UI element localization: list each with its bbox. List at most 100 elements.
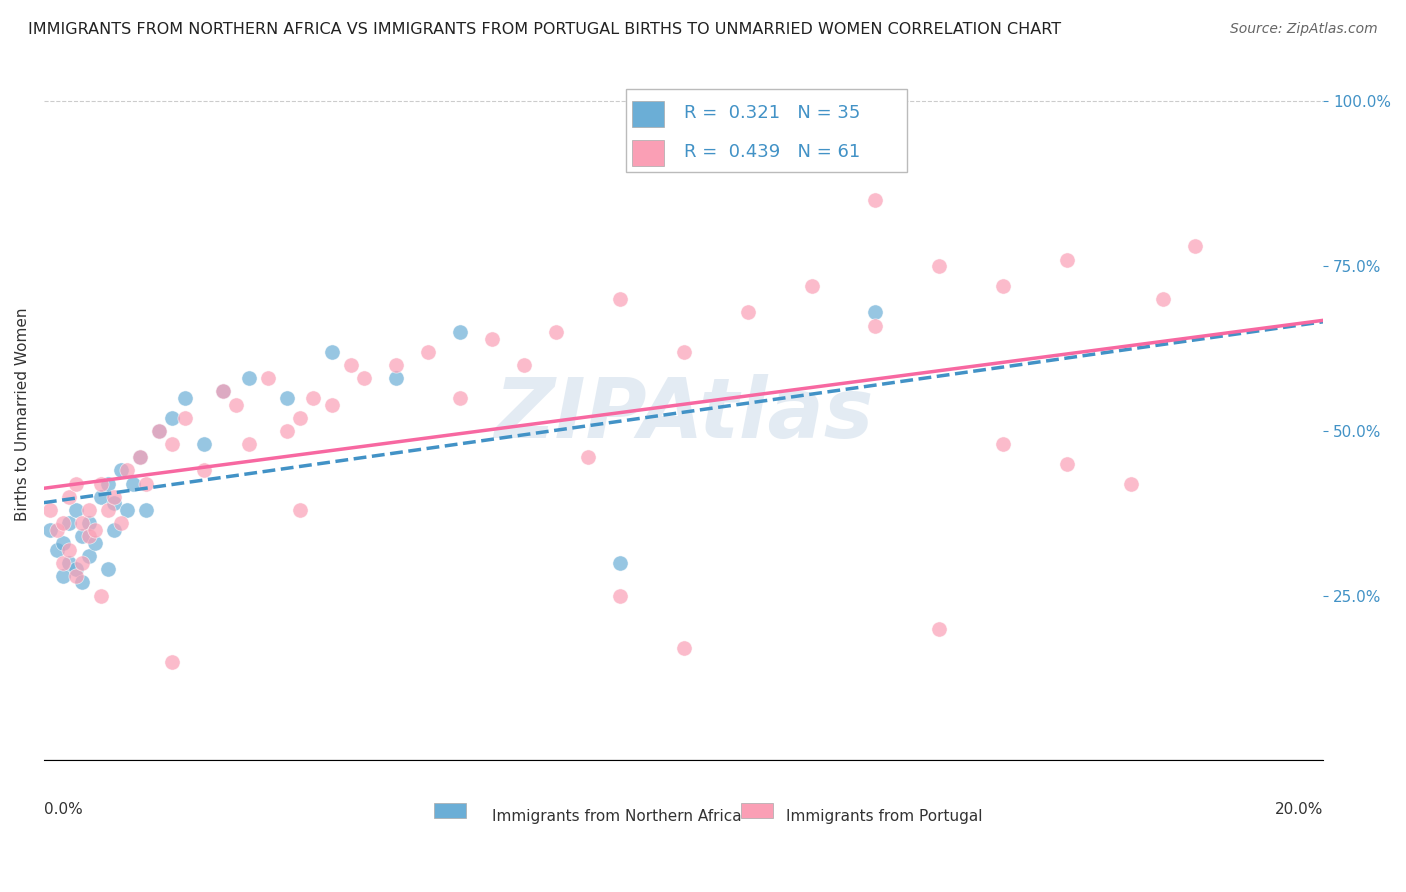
Point [384,358,406,372]
Text: Immigrants from Portugal: Immigrants from Portugal [786,809,983,824]
Point [97,476,120,491]
Point [173,410,195,425]
FancyBboxPatch shape [626,89,907,172]
Point [544,325,567,339]
Y-axis label: Births to Unmarried Women: Births to Unmarried Women [15,308,30,521]
Point [672,641,695,656]
Point [301,391,323,405]
Point [576,450,599,465]
Point [135,476,157,491]
Point [52,569,75,583]
Point [276,391,298,405]
Point [58,542,80,557]
Point [97,503,120,517]
Point [288,503,311,517]
Point [160,437,183,451]
Point [1152,292,1174,306]
Point [52,516,75,531]
Point [72,529,94,543]
Point [1121,476,1143,491]
Point [160,410,183,425]
Point [1056,252,1078,267]
Text: 0.0%: 0.0% [44,802,83,817]
Point [449,325,471,339]
Point [65,503,87,517]
Point [52,536,75,550]
Point [77,503,100,517]
Point [173,391,195,405]
Bar [434,803,465,818]
Point [321,398,343,412]
Point [609,556,631,570]
Point [865,318,887,333]
Point [103,490,125,504]
Point [193,437,215,451]
Point [90,476,112,491]
Point [65,476,87,491]
Point [103,523,125,537]
Bar [633,101,665,127]
Point [449,391,471,405]
Point [353,371,375,385]
Point [97,562,120,576]
Point [58,490,80,504]
Point [800,279,823,293]
Point [128,450,150,465]
Point [72,556,94,570]
Point [39,503,62,517]
Point [416,344,439,359]
Point [45,523,67,537]
Point [737,305,759,319]
Point [110,516,132,531]
Point [148,424,170,438]
Point [672,344,695,359]
Point [58,516,80,531]
Point [45,542,67,557]
Bar [741,803,773,818]
Point [110,463,132,477]
Point [1184,239,1206,253]
Text: ZIPAtlas: ZIPAtlas [494,374,873,455]
Point [77,529,100,543]
Point [52,556,75,570]
Point [238,437,260,451]
Point [928,259,950,273]
Point [256,371,278,385]
Point [609,589,631,603]
Point [238,371,260,385]
Point [340,358,363,372]
Point [865,305,887,319]
Point [148,424,170,438]
Point [288,410,311,425]
Text: Immigrants from Northern Africa: Immigrants from Northern Africa [492,809,741,824]
Point [1056,457,1078,471]
Text: Source: ZipAtlas.com: Source: ZipAtlas.com [1230,22,1378,37]
Point [115,463,138,477]
Point [84,523,107,537]
Point [90,589,112,603]
Text: R =  0.439   N = 61: R = 0.439 N = 61 [683,143,860,161]
Point [609,292,631,306]
Point [65,562,87,576]
Point [993,437,1015,451]
Text: IMMIGRANTS FROM NORTHERN AFRICA VS IMMIGRANTS FROM PORTUGAL BIRTHS TO UNMARRIED : IMMIGRANTS FROM NORTHERN AFRICA VS IMMIG… [28,22,1062,37]
Text: R =  0.321   N = 35: R = 0.321 N = 35 [683,103,860,121]
Point [993,279,1015,293]
Point [72,516,94,531]
Point [77,516,100,531]
Point [122,476,145,491]
Text: 20.0%: 20.0% [1275,802,1323,817]
Point [212,384,235,399]
Point [65,569,87,583]
Point [84,536,107,550]
Point [193,463,215,477]
Point [212,384,235,399]
Point [160,655,183,669]
Point [128,450,150,465]
Point [384,371,406,385]
Point [321,344,343,359]
Point [225,398,247,412]
Point [90,490,112,504]
Point [103,496,125,510]
Point [115,503,138,517]
